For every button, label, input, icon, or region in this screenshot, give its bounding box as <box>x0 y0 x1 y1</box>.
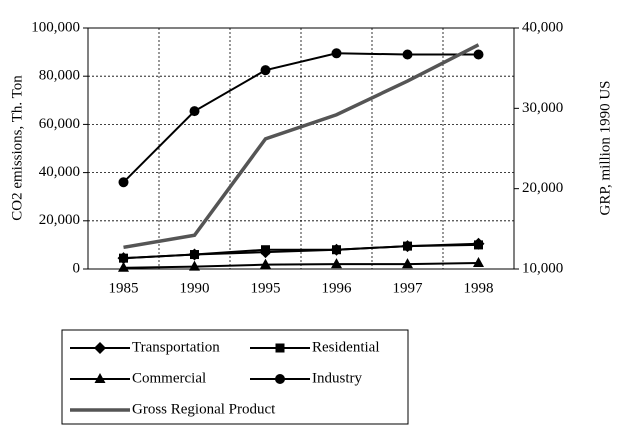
y2-tick-label: 10,000 <box>522 260 563 276</box>
marker <box>473 49 484 60</box>
marker <box>275 343 285 353</box>
marker <box>189 260 200 271</box>
marker <box>332 245 341 255</box>
y-tick-label: 60,000 <box>39 116 80 132</box>
marker <box>118 261 129 272</box>
legend-label: Commercial <box>132 370 206 386</box>
y-tick-label: 40,000 <box>39 164 80 180</box>
marker <box>260 258 271 269</box>
y-tick-label: 100,000 <box>31 19 80 35</box>
marker <box>331 258 342 269</box>
x-tick-label: 1996 <box>322 280 353 296</box>
y-tick-label: 80,000 <box>39 68 80 84</box>
marker <box>189 106 200 117</box>
marker <box>402 49 413 60</box>
marker <box>403 241 412 251</box>
y-axis-label: CO2 emissions, Th. Ton <box>9 75 25 221</box>
marker <box>331 48 342 59</box>
y2-tick-label: 40,000 <box>522 19 563 35</box>
y-tick-label: 0 <box>73 260 81 276</box>
y2-tick-label: 20,000 <box>522 180 563 196</box>
y-tick-label: 20,000 <box>39 212 80 228</box>
marker <box>119 253 128 263</box>
x-tick-label: 1985 <box>109 280 139 296</box>
marker <box>261 245 270 255</box>
marker <box>190 250 199 260</box>
legend-box <box>61 329 409 425</box>
marker <box>118 177 129 188</box>
series-line <box>123 261 479 269</box>
legend-label: Transportation <box>132 339 220 355</box>
marker <box>260 65 271 76</box>
legend-label: Gross Regional Product <box>132 401 276 417</box>
series-line <box>122 52 479 183</box>
marker <box>473 256 484 267</box>
marker <box>474 240 483 250</box>
marker <box>402 258 413 269</box>
marker <box>275 374 285 384</box>
series-line <box>123 43 480 250</box>
legend-label: Residential <box>312 339 380 355</box>
marker <box>94 373 106 383</box>
x-tick-label: 1997 <box>393 280 424 296</box>
legend-label: Industry <box>312 370 362 386</box>
y2-axis-label: GRP, million 1990 US <box>597 80 613 215</box>
plot-frame <box>87 27 515 270</box>
marker <box>94 342 106 354</box>
series-line <box>123 243 479 260</box>
x-tick-label: 1990 <box>180 280 210 296</box>
y2-tick-label: 30,000 <box>522 100 563 116</box>
x-tick-label: 1998 <box>464 280 494 296</box>
x-tick-label: 1995 <box>251 280 281 296</box>
